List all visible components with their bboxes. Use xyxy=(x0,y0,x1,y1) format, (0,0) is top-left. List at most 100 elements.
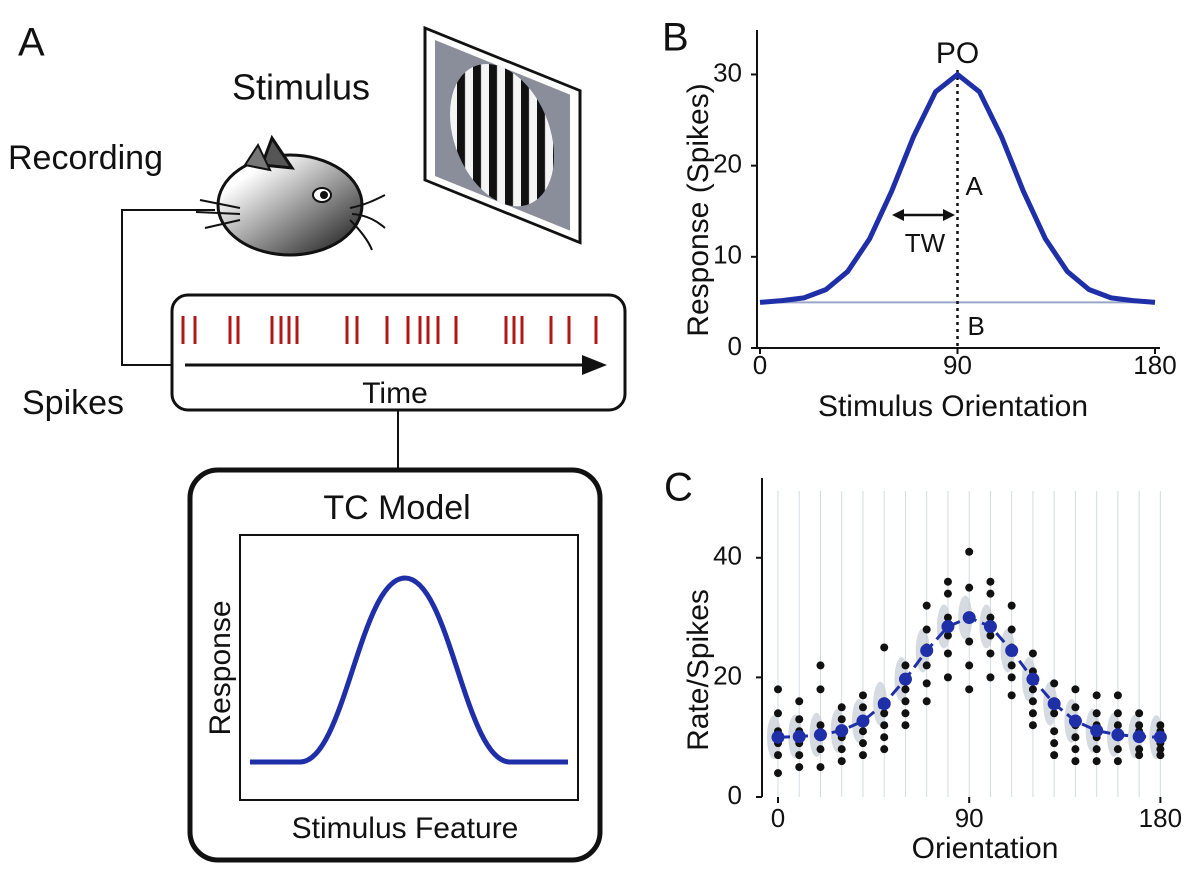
trial-point xyxy=(922,661,931,670)
recording-label: Recording xyxy=(8,139,163,177)
x-tick-label: 90 xyxy=(943,350,972,380)
trial-point xyxy=(1113,757,1122,766)
model-y-label: Response xyxy=(204,600,237,735)
y-tick-label: 30 xyxy=(713,57,742,87)
trial-point xyxy=(773,769,782,778)
fit-point xyxy=(856,714,870,728)
trial-point xyxy=(858,727,867,736)
trial-point xyxy=(858,703,867,712)
trial-point xyxy=(880,745,889,754)
trial-point xyxy=(1050,709,1059,718)
spikes-label: Spikes xyxy=(22,384,124,422)
trial-point xyxy=(1092,691,1101,700)
trial-point xyxy=(901,709,910,718)
fit-point xyxy=(1026,672,1040,686)
trial-point xyxy=(1113,745,1122,754)
x-axis-title: Stimulus Orientation xyxy=(818,390,1088,423)
stimulus-screen xyxy=(423,25,582,245)
trial-point xyxy=(837,757,846,766)
trial-point xyxy=(943,649,952,658)
trial-point xyxy=(1071,685,1080,694)
fit-point xyxy=(1047,697,1061,711)
trial-point xyxy=(795,715,804,724)
trial-point xyxy=(1135,745,1144,754)
trial-point xyxy=(816,685,825,694)
trial-point xyxy=(986,577,995,586)
trial-point xyxy=(1028,649,1037,658)
trial-point xyxy=(1050,751,1059,760)
y-tick-label: 20 xyxy=(713,149,742,179)
model-box xyxy=(187,467,603,863)
time-label: Time xyxy=(362,377,428,410)
trial-point xyxy=(795,763,804,772)
fit-point xyxy=(813,728,827,742)
fit-point xyxy=(898,672,912,686)
trial-point xyxy=(773,709,782,718)
model-x-label: Stimulus Feature xyxy=(292,812,519,845)
trial-point xyxy=(965,661,974,670)
fit-point xyxy=(1005,643,1019,657)
trial-point xyxy=(837,703,846,712)
fit-point xyxy=(835,724,849,738)
fit-point xyxy=(1111,728,1125,742)
trial-point xyxy=(986,613,995,622)
trial-point xyxy=(1071,745,1080,754)
fit-point xyxy=(1090,724,1104,738)
y-tick-label: 0 xyxy=(728,331,742,361)
trial-point xyxy=(816,721,825,730)
y-tick-label: 0 xyxy=(728,780,742,810)
trial-point xyxy=(1113,691,1122,700)
x-tick-label: 180 xyxy=(1139,803,1182,833)
arrow-head xyxy=(892,209,904,221)
trial-point xyxy=(1028,685,1037,694)
y-axis-title: Response (Spikes) xyxy=(682,83,715,336)
trial-point xyxy=(1007,661,1016,670)
trial-point xyxy=(1050,739,1059,748)
trial-point xyxy=(1092,757,1101,766)
trial-point xyxy=(1092,745,1101,754)
trial-point xyxy=(1113,721,1122,730)
spike-train xyxy=(181,316,598,344)
trial-point xyxy=(795,751,804,760)
trial-point xyxy=(901,685,910,694)
trial-point xyxy=(1028,721,1037,730)
panel-label: B xyxy=(662,16,689,60)
fit-point xyxy=(877,697,891,711)
trial-point xyxy=(986,649,995,658)
trial-point xyxy=(773,685,782,694)
tuning-curve xyxy=(759,71,1156,305)
fit-point xyxy=(792,730,806,744)
fit-point xyxy=(771,730,785,744)
arrow-head xyxy=(943,209,955,221)
trial-point xyxy=(1092,709,1101,718)
trial-point xyxy=(901,721,910,730)
trial-point xyxy=(943,631,952,640)
trial-point xyxy=(1071,733,1080,742)
trial-point xyxy=(795,697,804,706)
arrow-head xyxy=(582,355,607,375)
fit-point xyxy=(983,620,997,634)
trial-point xyxy=(901,697,910,706)
x-tick-label: 0 xyxy=(753,350,767,380)
y-tick-label: 10 xyxy=(713,240,742,270)
model-title: TC Model xyxy=(323,489,470,527)
trial-point xyxy=(1135,751,1144,760)
trial-point xyxy=(943,577,952,586)
trial-point xyxy=(986,589,995,598)
trial-point xyxy=(773,751,782,760)
trial-point xyxy=(880,721,889,730)
trial-point xyxy=(858,751,867,760)
x-axis-title: Orientation xyxy=(912,832,1059,865)
trial-point xyxy=(880,709,889,718)
trial-point xyxy=(922,601,931,610)
model-curve xyxy=(250,575,568,765)
trial-point xyxy=(837,715,846,724)
fit-point xyxy=(1132,730,1146,744)
panel-c: C Rate/Spikes Orientation 0 20 40 0 90 180 xyxy=(664,466,1182,865)
trial-point xyxy=(1050,679,1059,688)
trial-point xyxy=(816,763,825,772)
y-axis-title: Rate/Spikes xyxy=(682,589,715,751)
trial-point xyxy=(965,547,974,556)
trial-point xyxy=(965,637,974,646)
